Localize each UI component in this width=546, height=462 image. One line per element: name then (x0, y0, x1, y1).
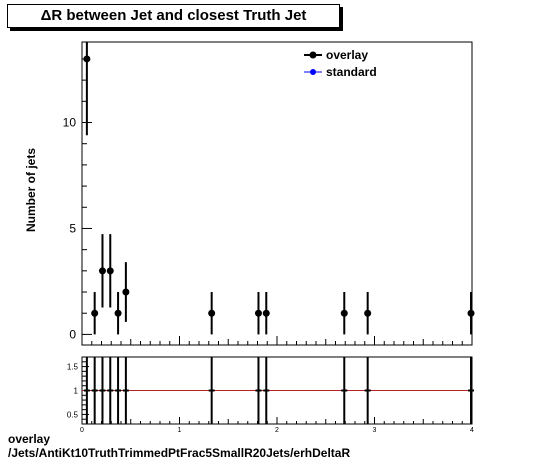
y-tick-label: 5 (69, 221, 76, 235)
legend-overlay-label: overlay (326, 48, 368, 62)
data-point (340, 309, 348, 317)
legend: overlay standard (304, 48, 377, 79)
y-axis-label: Number of jets (24, 148, 38, 232)
ratio-data-marks (82, 357, 475, 424)
ratio-y-tick-label: 1 (74, 387, 79, 396)
ratio-x-tick-label: 0 (80, 427, 84, 434)
footer-sample-name: overlay (8, 432, 51, 446)
data-point (114, 309, 122, 317)
ratio-x-tick-label: 4 (470, 427, 474, 434)
data-point (254, 309, 262, 317)
legend-standard-label: standard (326, 65, 377, 79)
ratio-y-tick-label: 0.5 (67, 410, 79, 419)
data-point (91, 309, 99, 317)
ratio-x-tick-label: 2 (275, 427, 279, 434)
ratio-x-tick-label: 1 (178, 427, 182, 434)
legend-standard-marker (310, 69, 316, 75)
main-axis-ticks: 0 5 10 (63, 58, 473, 345)
legend-overlay-marker (309, 51, 317, 59)
data-point (262, 309, 270, 317)
data-point (83, 55, 91, 63)
data-point (467, 309, 475, 317)
footer-histogram-path: /Jets/AntiKt10TruthTrimmedPtFrac5SmallR2… (8, 446, 351, 460)
main-data-marks (83, 42, 475, 335)
main-plot-frame (81, 41, 473, 346)
data-point (122, 288, 130, 296)
data-point (98, 267, 106, 275)
ratio-axis-ticks: 0 1 2 3 4 0.5 1 1.5 (67, 356, 474, 434)
ratio-x-tick-label: 3 (373, 427, 377, 434)
ratio-y-tick-label: 1.5 (67, 363, 79, 372)
chart-title: ΔR between Jet and closest Truth Jet (7, 4, 340, 28)
y-tick-label: 10 (63, 116, 77, 130)
data-point (208, 309, 216, 317)
data-point (106, 267, 114, 275)
data-point (364, 309, 372, 317)
y-tick-label: 0 (69, 327, 76, 341)
